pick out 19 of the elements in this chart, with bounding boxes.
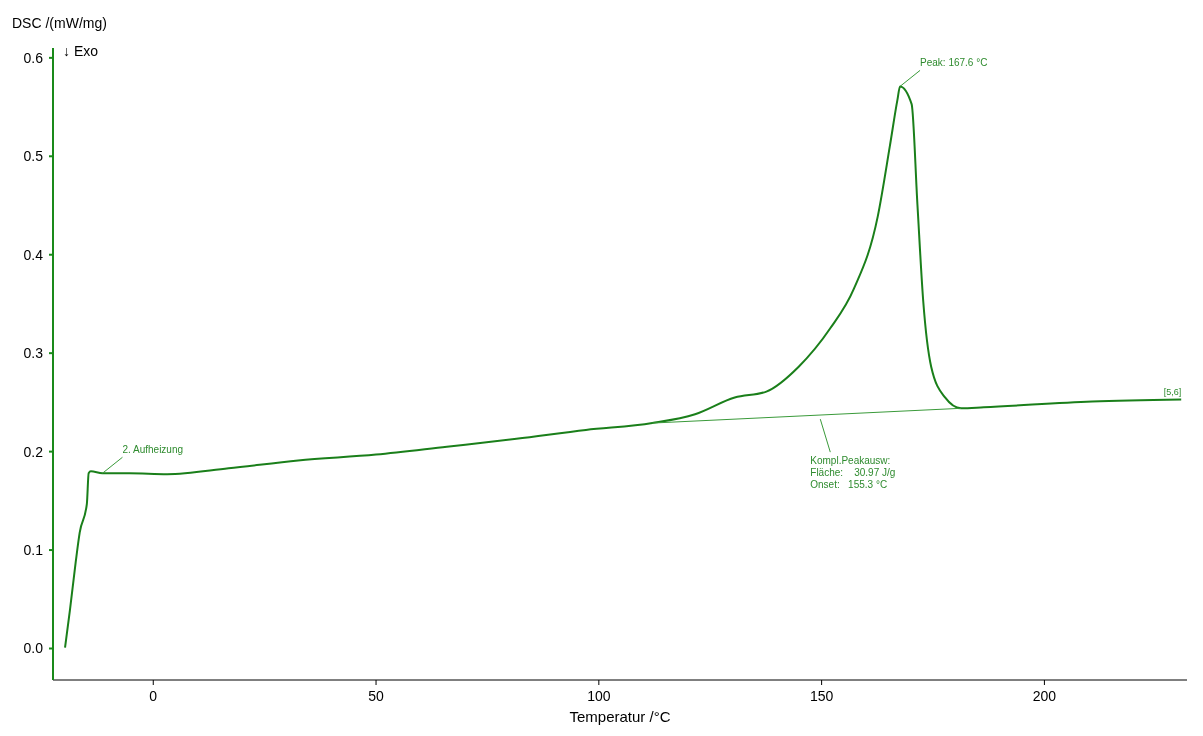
- annotation: 2. Aufheizung: [122, 444, 184, 456]
- y-tick-label: 0.2: [23, 443, 44, 460]
- y-tick-label: 0.5: [23, 148, 44, 165]
- y-tick-label: 0.3: [23, 345, 44, 362]
- y-tick-label: 0.1: [23, 542, 44, 559]
- x-tick-label: 150: [809, 688, 834, 704]
- x-tick-label: 0: [149, 688, 158, 704]
- x-tick-label: 50: [368, 688, 385, 704]
- y-tick-label: 0.6: [23, 49, 44, 66]
- annotation: ↓ Exo: [63, 43, 99, 59]
- x-tick-label: 200: [1032, 688, 1057, 704]
- annotation: [5,6]: [1163, 387, 1182, 398]
- y-tick-label: 0.4: [23, 246, 44, 263]
- y-tick-label: 0.0: [23, 640, 44, 657]
- annotation: Kompl.Peakausw: Fläche: 30.97 J/g Onset: 155.3 °C: [810, 455, 896, 491]
- y-axis-title: DSC /(mW/mg): [12, 15, 107, 31]
- x-tick-label: 100: [587, 688, 611, 704]
- annotation: Peak: 167.6 °C: [920, 57, 988, 69]
- x-axis-title: Temperatur /°C: [569, 708, 671, 725]
